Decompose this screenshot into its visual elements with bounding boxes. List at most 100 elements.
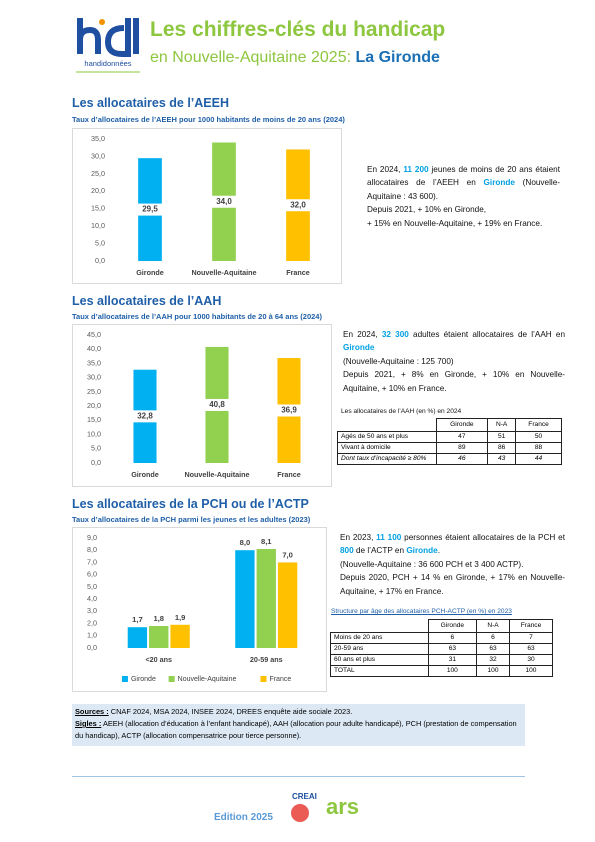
text-run: En 2024, <box>343 330 382 339</box>
value-label: 32,0 <box>290 200 306 209</box>
sources-text: CNAF 2024, MSA 2024, INSEE 2024, DREES e… <box>108 707 353 716</box>
text-run: Depuis 2021, + 8% en Gironde, + 10% en N… <box>343 370 565 393</box>
text-run: personnes étaient allocataires de la PCH… <box>401 533 565 542</box>
paragraphs: En 2023, 11 100 personnes étaient alloca… <box>340 531 565 598</box>
y-tick-label: 4,0 <box>87 594 97 603</box>
bar <box>127 627 148 648</box>
y-tick-label: 8,0 <box>87 545 97 554</box>
y-tick-label: 15,0 <box>87 415 101 424</box>
y-tick-label: 25,0 <box>91 169 105 178</box>
cell: 7 <box>508 632 554 644</box>
cell: 32 <box>476 654 510 666</box>
value-label: 1,8 <box>153 614 164 623</box>
y-tick-label: 7,0 <box>87 557 97 566</box>
paragraphs: En 2024, 11 200 jeunes de moins de 20 an… <box>367 163 560 230</box>
text-run: En 2023, <box>340 533 377 542</box>
value-label-bg <box>132 410 158 423</box>
highlight: Gironde <box>406 546 438 556</box>
table-row: Dont taux d’incapacité ≥ 80% 46 43 44 <box>337 453 562 465</box>
y-tick-label: 45,0 <box>87 330 101 339</box>
acronyms-text: AEEH (allocation d’éducation à l’enfant … <box>75 719 517 740</box>
cell: 100 <box>476 665 510 677</box>
paragraph: (Nouvelle-Aquitaine : 36 600 PCH et 3 40… <box>340 558 565 571</box>
table-row: Vivant à domicile 89 86 88 <box>337 442 562 454</box>
row-label: Vivant à domicile <box>337 442 437 454</box>
sources-label: Sources : <box>75 707 109 716</box>
y-tick-label: 9,0 <box>87 533 97 542</box>
table-row: 20-59 ans 63 63 63 <box>330 643 554 655</box>
table-title: Les allocataires de l’AAH (en %) en 2024 <box>341 408 462 415</box>
y-tick-label: 30,0 <box>87 373 101 382</box>
cell: 51 <box>487 431 517 443</box>
subtitle: en Nouvelle-Aquitaine 2025: <box>150 49 352 66</box>
cell: 86 <box>487 442 517 454</box>
highlight: 32 300 <box>381 330 409 339</box>
logo-creai: CREAI <box>292 792 317 801</box>
text-run: En 2024, <box>367 165 404 174</box>
row-label: 20-59 ans <box>330 643 429 655</box>
paragraph: En 2024, 32 300 adultes étaient allocata… <box>343 328 565 355</box>
highlight: Gironde <box>343 343 375 353</box>
value-label: 29,5 <box>142 205 158 214</box>
text-run: . <box>437 546 440 556</box>
x-tick-label: Nouvelle-Aquitaine <box>191 268 256 277</box>
legend-swatch <box>168 676 175 682</box>
text-run: (Nouvelle-Aquitaine : 36 600 PCH et 3 40… <box>340 559 524 569</box>
page-subtitle: en Nouvelle-Aquitaine 2025: La Gironde <box>150 49 440 67</box>
page-title: Les chiffres-clés du handicap <box>150 18 446 41</box>
chart: 0,0 5,0 10,0 15,0 20,0 25,0 30,0 35,0 Gironde Nou… <box>72 128 342 284</box>
value-label: 36,9 <box>281 406 297 415</box>
header-corner <box>337 418 437 432</box>
logo: handidonnées <box>76 18 140 73</box>
value-label: 8,1 <box>261 537 272 546</box>
value-label: 7,0 <box>282 550 293 559</box>
y-tick-label: 5,0 <box>87 582 97 591</box>
text-run: Depuis 2020, PCH + 14 % en Gironde, + 17… <box>340 573 565 596</box>
x-tick-label: Nouvelle-Aquitaine <box>184 470 249 479</box>
x-tick-label: France <box>277 470 301 479</box>
x-tick-label: Gironde <box>131 470 159 479</box>
paragraphs: En 2024, 32 300 adultes étaient allocata… <box>343 328 565 395</box>
bar <box>256 549 276 648</box>
chart-title: Taux d’allocataires de l’AAH pour 1000 h… <box>72 312 322 321</box>
section-heading: Les allocataires de l’AAH <box>72 294 222 308</box>
header-row: Gironde N-A France <box>337 418 562 432</box>
column-header: Gironde <box>427 619 478 633</box>
y-tick-label: 20,0 <box>87 401 101 410</box>
section-heading: Les allocataires de la PCH ou de l’ACTP <box>72 497 309 511</box>
column-header: France <box>508 619 554 633</box>
footer-logos: CREAI ars <box>291 792 359 822</box>
cell: 31 <box>427 654 478 666</box>
cell: 100 <box>427 665 478 677</box>
header-row: Gironde N-A France <box>330 619 554 633</box>
legend-label: France <box>269 676 291 683</box>
row-label: Dont taux d’incapacité ≥ 80% <box>337 453 437 465</box>
highlight: 11 200 <box>403 165 429 174</box>
text-run: + 15% en Nouvelle-Aquitaine, + 19% en Fr… <box>367 218 543 228</box>
y-tick-label: 15,0 <box>91 204 105 213</box>
column-header: N-A <box>476 619 510 633</box>
column-header: France <box>515 418 562 432</box>
cell: 88 <box>515 442 562 454</box>
y-tick-label: 0,0 <box>91 458 101 467</box>
y-tick-label: 0,0 <box>95 256 105 265</box>
value-label-bg <box>204 398 230 411</box>
edition: Edition 2025 <box>214 812 273 823</box>
cell: 89 <box>435 442 489 454</box>
paragraph: (Nouvelle-Aquitaine : 125 700) <box>343 355 565 368</box>
value-label: 40,8 <box>209 400 225 409</box>
bar <box>235 550 255 648</box>
paragraph: + 15% en Nouvelle-Aquitaine, + 19% en Fr… <box>367 217 560 230</box>
highlight: 11 100 <box>376 533 402 542</box>
section-heading: Les allocataires de l’AEEH <box>72 96 230 110</box>
legend-swatch <box>121 676 128 682</box>
column-header: Gironde <box>435 418 489 432</box>
header-corner <box>330 619 429 633</box>
cell: 6 <box>476 632 510 644</box>
cell: 6 <box>427 632 478 644</box>
cell: 100 <box>508 665 554 677</box>
text-run: adultes étaient allocataires de l’AAH en <box>408 330 565 339</box>
acronyms-label: Sigles : <box>75 719 102 728</box>
legend-label: Gironde <box>131 676 156 683</box>
y-tick-label: 35,0 <box>91 134 105 143</box>
